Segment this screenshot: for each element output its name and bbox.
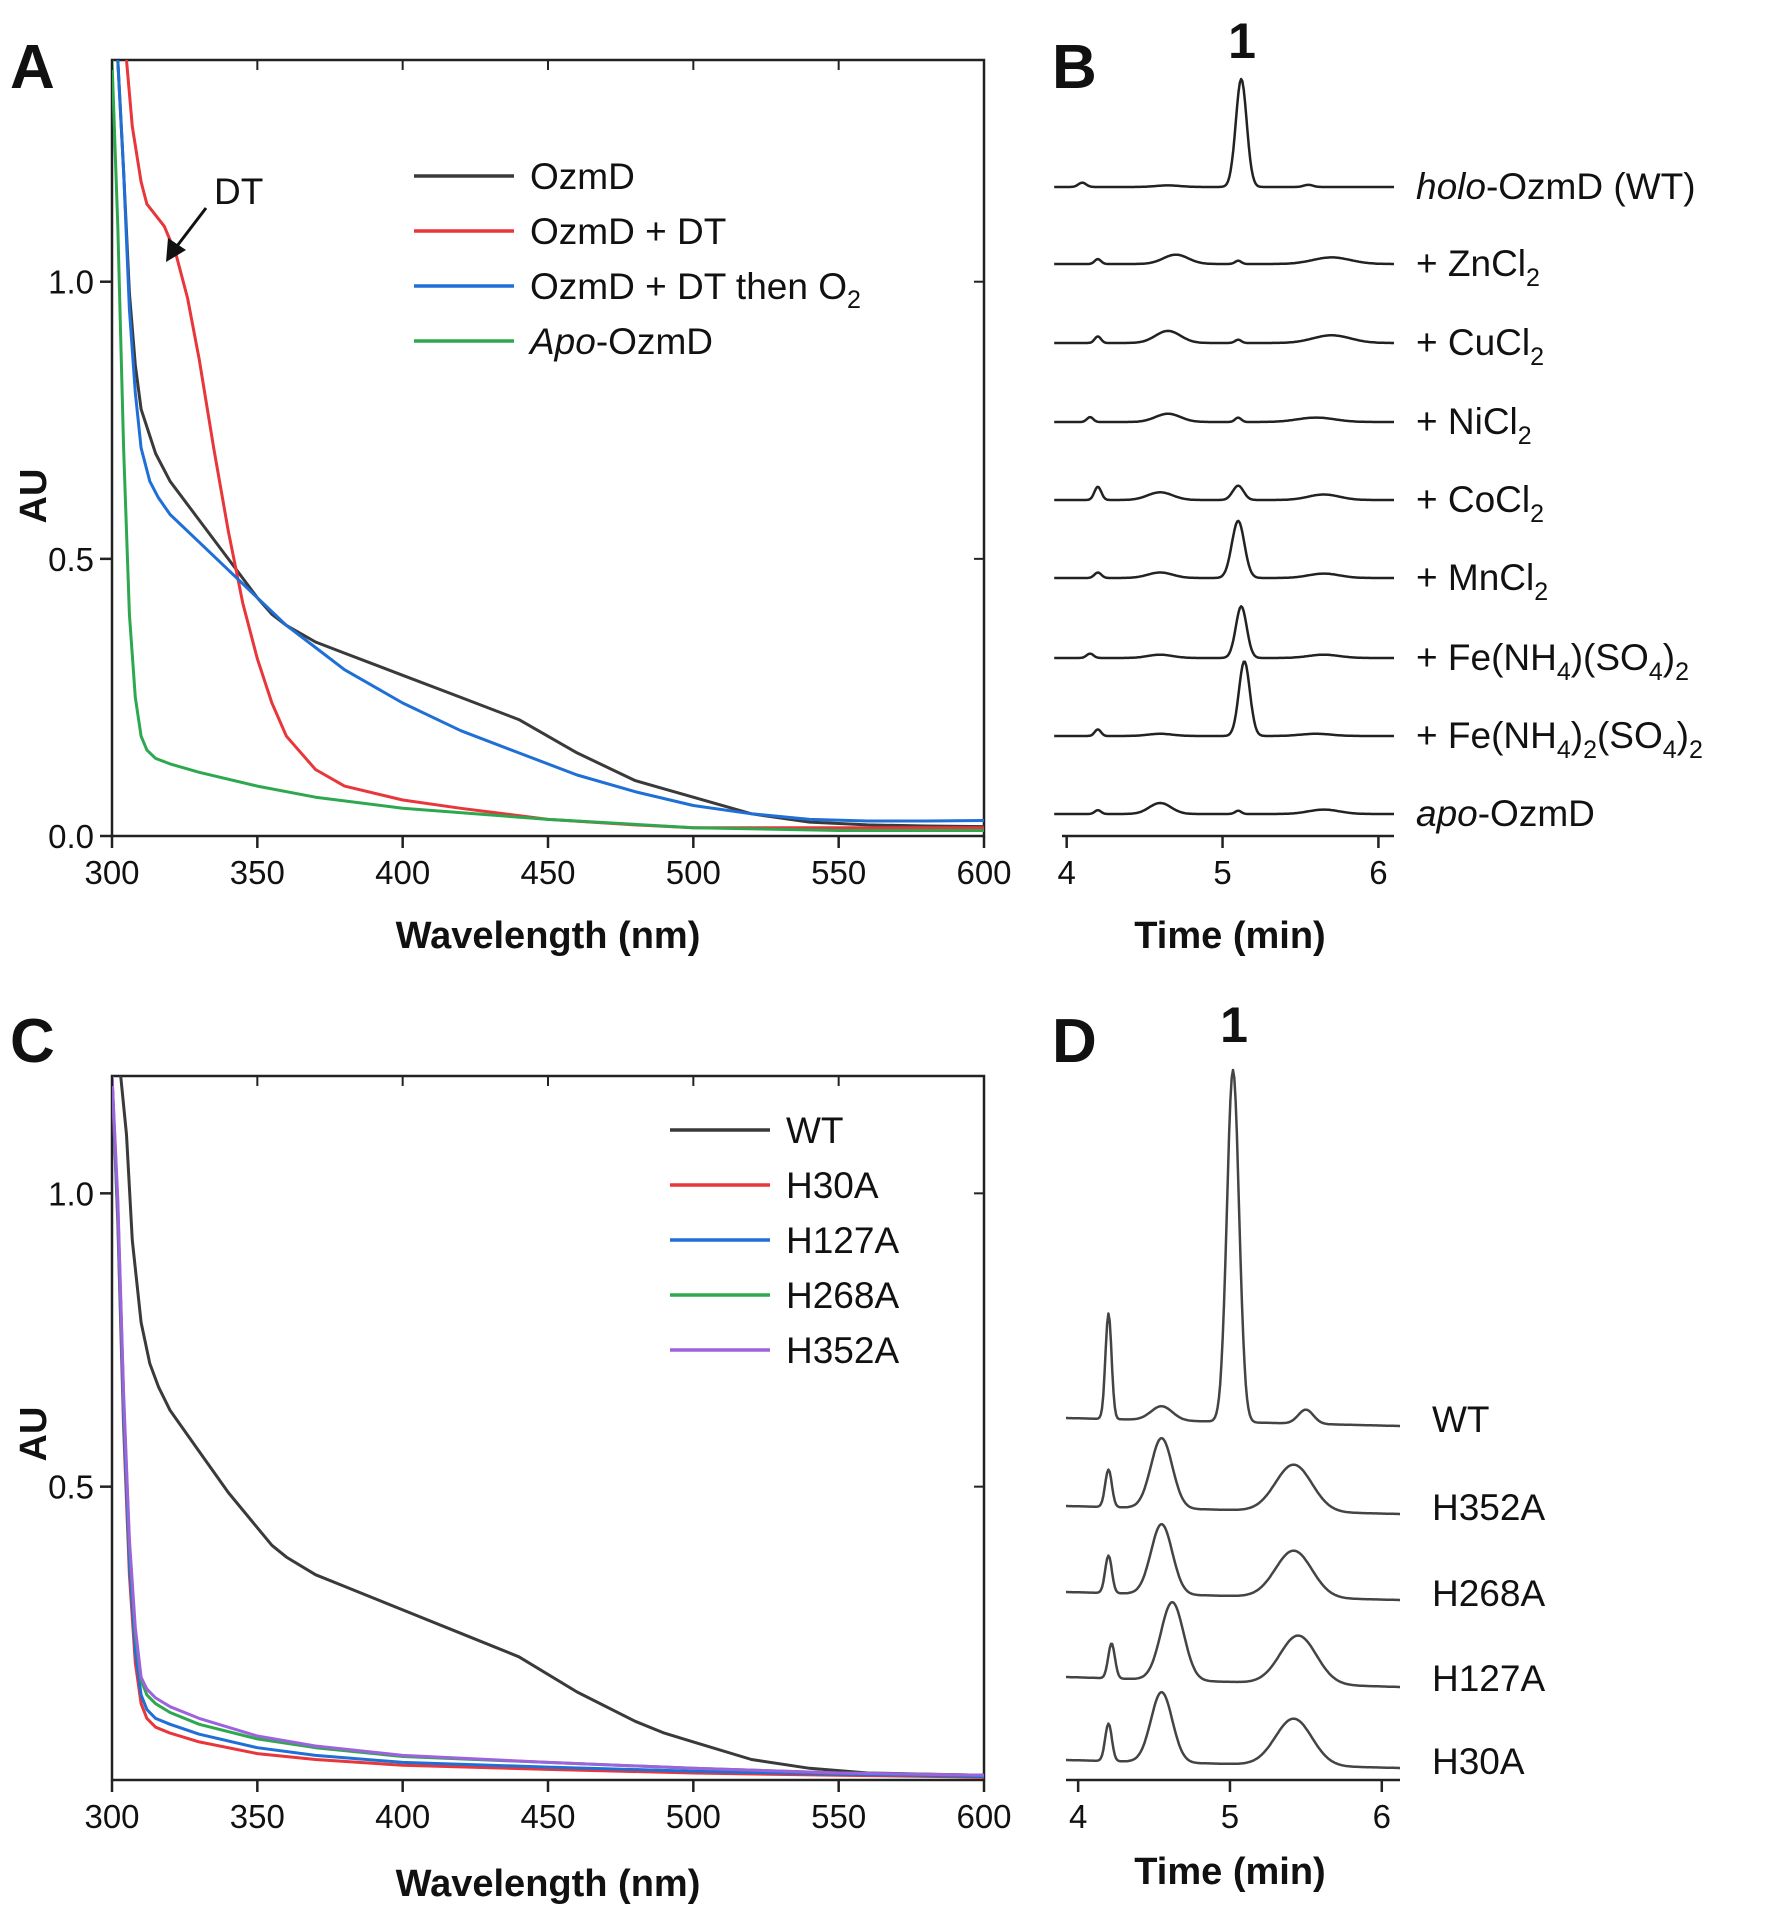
panela-xtick-label: 500 <box>666 854 721 891</box>
paneld-trace-label-h352a: H352A <box>1432 1487 1545 1528</box>
panelc-ytick-label: 1.0 <box>48 1175 94 1212</box>
panelb-trace-fe-nh4-so4-2 <box>1054 605 1394 660</box>
panel-a-xlabel: Wavelength (nm) <box>396 915 701 957</box>
panelb-trace-zncl2 <box>1054 253 1394 266</box>
panel-d-peak-label: 1 <box>1220 997 1248 1053</box>
paneld-trace-label-h268a: H268A <box>1432 1573 1545 1614</box>
panelc-series-wt <box>119 1076 984 1777</box>
panelc-ytick-label: 0.5 <box>48 1469 94 1506</box>
panel-d-chromatogram: 4 5 6 WT H352A H268A H127A H30A 1 Time (min) <box>1066 997 1545 1893</box>
panelb-trace-nicl2 <box>1054 412 1394 424</box>
panelb-trace-label-apo-ozmd: apo-OzmD <box>1416 793 1595 834</box>
panela-series-apo-ozmd <box>112 60 984 832</box>
panel-letter-a: A <box>10 33 55 102</box>
panelb-trace-label-fe-nh4-so4-2: + Fe(NH4)(SO4)2 <box>1416 637 1689 686</box>
panelb-trace-label-cocl2: + CoCl2 <box>1416 479 1544 528</box>
paneld-trace-h352a <box>1066 1436 1400 1516</box>
panela-ytick-label: 1.0 <box>48 264 94 301</box>
panel-letter-d: D <box>1052 1007 1097 1076</box>
panela-xtick-label: 400 <box>375 854 430 891</box>
panelc-xtick-label: 600 <box>956 1798 1011 1835</box>
panelc-xtick-label: 300 <box>84 1798 139 1835</box>
paneld-xtick-label: 5 <box>1221 1798 1239 1835</box>
panel-letter-b: B <box>1052 33 1097 102</box>
panelb-trace-label-zncl2: + ZnCl2 <box>1416 243 1540 292</box>
panela-series-ozmd-dt-then-o <box>116 60 984 823</box>
panelb-trace-holo-ozmd-wt <box>1054 77 1394 189</box>
panel-c-spectrum-chart: 300 350 400 450 500 550 600 0.5 1.0 WT H30A H127A H… <box>13 1074 1012 1905</box>
paneld-xtick-label: 6 <box>1373 1798 1391 1835</box>
legend-label-h268a: H268A <box>786 1275 899 1316</box>
panelb-trace-cocl2 <box>1054 484 1394 502</box>
panela-xtick-label: 350 <box>230 854 285 891</box>
legend-label-apo-ozmd: Apo-OzmD <box>528 321 713 362</box>
legend-label-h352a: H352A <box>786 1330 899 1371</box>
panelb-trace-label-cucl2: + CuCl2 <box>1416 322 1544 371</box>
panelb-xtick-label: 4 <box>1057 854 1075 891</box>
legend-label-ozmd: OzmD <box>530 156 635 197</box>
panelb-trace-cucl2 <box>1054 329 1394 345</box>
panela-xtick-label: 550 <box>811 854 866 891</box>
legend-label-h30a: H30A <box>786 1165 879 1206</box>
panel-b-chromatogram: 4 5 6 holo-OzmD (WT) + ZnCl2 + CuCl2 + NiCl2 +… <box>1054 13 1703 957</box>
panelc-xtick-label: 550 <box>811 1798 866 1835</box>
panelb-xtick-label: 5 <box>1213 854 1231 891</box>
paneld-trace-label-h127a: H127A <box>1432 1658 1545 1699</box>
legend-label-ozmd-dt: OzmD + DT <box>530 211 726 252</box>
panelb-xtick-label: 6 <box>1369 854 1387 891</box>
legend-label-wt: WT <box>786 1110 844 1151</box>
panel-a-dt-arrowhead <box>166 238 186 262</box>
panela-ytick-label: 0.0 <box>48 818 94 855</box>
panela-xtick-label: 600 <box>956 854 1011 891</box>
paneld-trace-h30a <box>1066 1690 1400 1770</box>
panel-c-xlabel: Wavelength (nm) <box>396 1863 701 1905</box>
paneld-xtick-label: 4 <box>1069 1798 1087 1835</box>
panelb-trace-label-fe-nh4-2-so4-2: + Fe(NH4)2(SO4)2 <box>1416 715 1703 764</box>
panelb-trace-label-holo-ozmd-wt: holo-OzmD (WT) <box>1416 166 1696 207</box>
panel-letter-c: C <box>10 1007 55 1076</box>
panela-xtick-label: 300 <box>84 854 139 891</box>
panelb-trace-mncl2 <box>1054 519 1394 580</box>
panelc-xtick-label: 400 <box>375 1798 430 1835</box>
panela-series-ozmd <box>116 60 984 829</box>
paneld-trace-wt <box>1066 1068 1400 1428</box>
paneld-trace-label-wt: WT <box>1432 1399 1490 1440</box>
panelb-trace-label-mncl2: + MnCl2 <box>1416 557 1548 606</box>
panel-a-dt-arrow <box>172 207 208 251</box>
paneld-trace-h127a <box>1066 1600 1400 1689</box>
panel-a-spectrum-chart: 300 350 400 450 500 550 600 0.0 0.5 1.0 OzmD OzmD … <box>13 58 1012 957</box>
legend-label-ozmd-dt-then-o: OzmD + DT then O2 <box>530 266 861 314</box>
panela-ytick-label: 0.5 <box>48 541 94 578</box>
panel-c-ylabel: AU <box>13 1407 55 1462</box>
panelb-trace-fe-nh4-2-so4-2 <box>1054 660 1394 738</box>
panel-d-xlabel: Time (min) <box>1134 1851 1325 1893</box>
panel-b-peak-label: 1 <box>1228 13 1256 69</box>
panel-a-ylabel: AU <box>13 469 55 524</box>
panelb-trace-label-nicl2: + NiCl2 <box>1416 401 1532 450</box>
panel-b-xlabel: Time (min) <box>1134 915 1325 957</box>
paneld-trace-h268a <box>1066 1522 1400 1602</box>
panelc-xtick-label: 350 <box>230 1798 285 1835</box>
legend-label-h127a: H127A <box>786 1220 899 1261</box>
panelc-series-h352a <box>112 1076 984 1777</box>
panelb-trace-apo-ozmd <box>1054 801 1394 816</box>
panelc-xtick-label: 500 <box>666 1798 721 1835</box>
paneld-trace-label-h30a: H30A <box>1432 1741 1525 1782</box>
panel-a-dt-annotation: DT <box>214 171 263 212</box>
panela-xtick-label: 450 <box>520 854 575 891</box>
panelc-xtick-label: 450 <box>520 1798 575 1835</box>
